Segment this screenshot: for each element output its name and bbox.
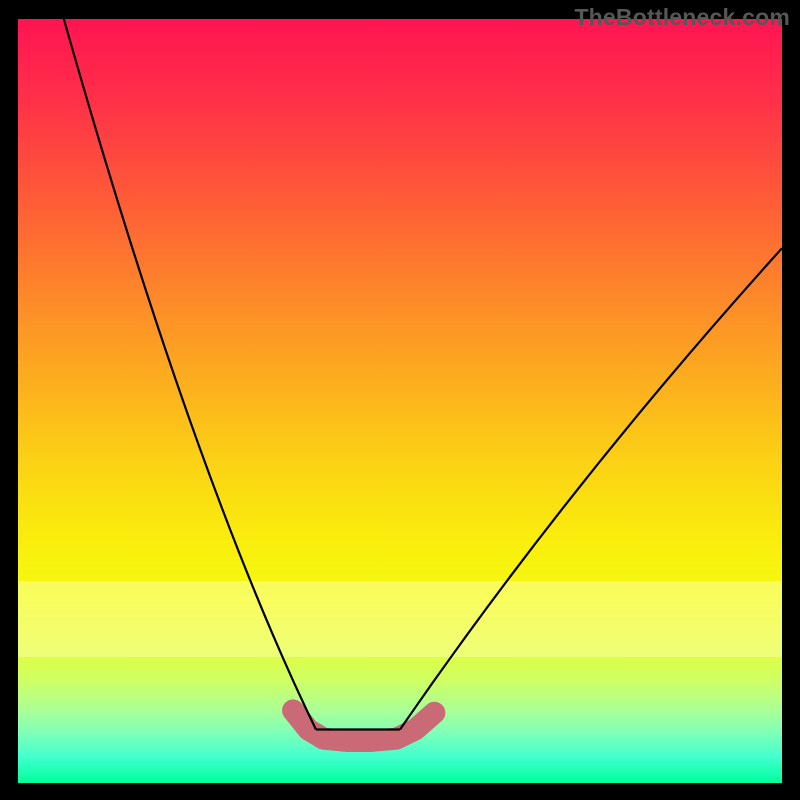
v-curve-left — [64, 19, 316, 730]
watermark-text: TheBottleneck.com — [574, 4, 790, 31]
v-curve-right — [400, 248, 782, 729]
plot-area — [18, 19, 782, 783]
curve-layer — [18, 19, 782, 783]
chart-root: TheBottleneck.com — [0, 0, 800, 800]
